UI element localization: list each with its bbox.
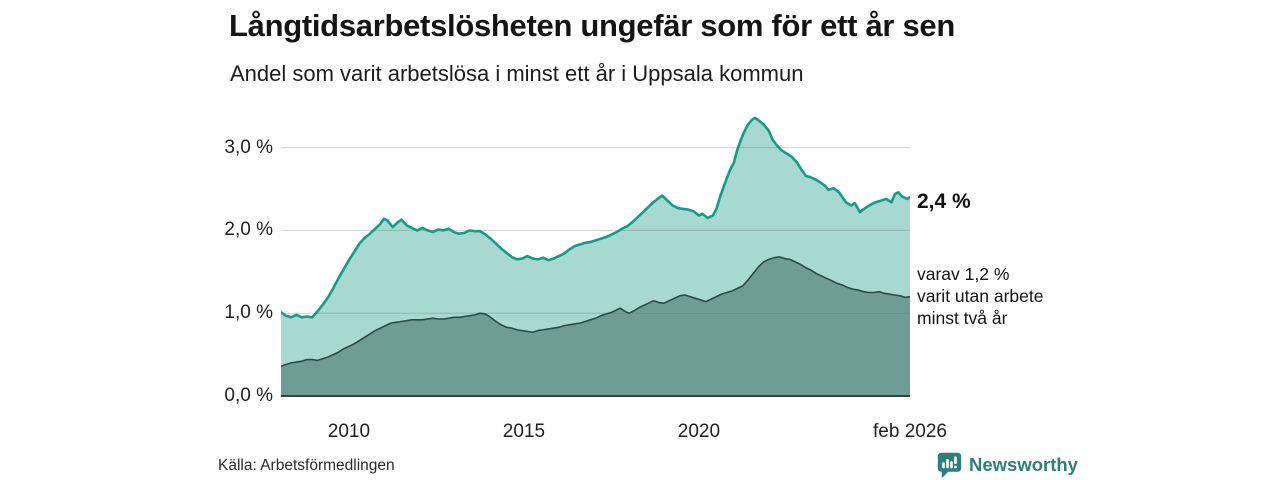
y-tick-label: 1,0 %	[224, 302, 273, 324]
newsworthy-logo[interactable]: Newsworthy	[937, 451, 1078, 479]
newsworthy-barchart-icon	[937, 452, 962, 478]
annotation-line: varit utan arbete	[917, 286, 1044, 306]
chart-subtitle: Andel som varit arbetslösa i minst ett å…	[230, 61, 804, 86]
annotation-line: minst två år	[917, 308, 1008, 328]
x-tick-label: 2015	[502, 421, 546, 442]
page-title: Långtidsarbetslösheten ungefär som för e…	[229, 8, 956, 43]
source-note: Källa: Arbetsförmedlingen	[218, 457, 395, 474]
annotation-line: varav 1,2 %	[917, 264, 1010, 284]
series-end-value-label: 2,4 %	[917, 190, 971, 213]
y-tick-label: 3,0 %	[224, 136, 273, 158]
y-tick-label: 0,0 %	[224, 385, 273, 406]
x-tick-label: 2010	[327, 421, 371, 442]
series2-annotation: varav 1,2 % varit utan arbete minst två …	[917, 263, 1043, 329]
y-tick-label: 2,0 %	[224, 219, 273, 241]
x-tick-label: 2020	[677, 421, 721, 442]
area-chart	[281, 116, 910, 397]
newsworthy-wordmark: Newsworthy	[969, 454, 1078, 475]
x-tick-label: feb 2026	[873, 421, 947, 442]
